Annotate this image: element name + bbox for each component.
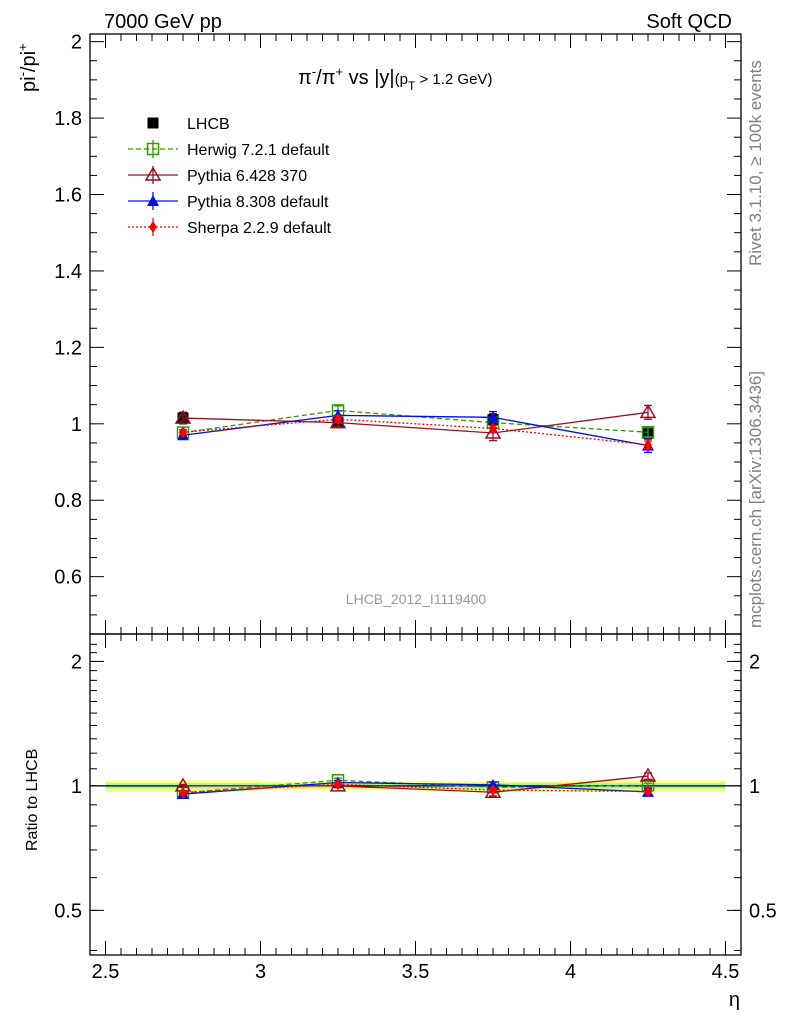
legend-label: LHCB (187, 116, 230, 133)
ratio-y-tick-label: 1 (71, 776, 82, 798)
main-y-tick-label: 1.8 (54, 108, 82, 130)
legend-marker (149, 221, 157, 233)
x-tick-label: 4.5 (712, 961, 740, 983)
plot-title: π-/π+ vs |y|(pT > 1.2 GeV) (298, 64, 492, 93)
header-right-label: Soft QCD (646, 11, 732, 33)
analysis-watermark: LHCB_2012_I1119400 (346, 591, 487, 607)
main-pythia-8-308-default-point (487, 411, 499, 423)
main-y-tick-label: 1.4 (54, 261, 82, 283)
main-herwig-7-2-1-default-point (641, 425, 655, 439)
rivet-version-label: Rivet 3.1.10, ≥ 100k events (746, 60, 765, 266)
ratio-y-tick-label-right: 1 (749, 776, 760, 798)
mcplots-label: mcplots.cern.ch [arXiv:1306.3436] (746, 371, 765, 628)
legend-marker (144, 166, 162, 181)
main-pythia-6-428-370-point (639, 403, 657, 419)
legend-marker (146, 142, 160, 156)
legend-label: Pythia 8.308 default (187, 194, 329, 211)
ratio-y-tick-label-right: 2 (749, 651, 760, 673)
legend-label: Pythia 6.428 370 (187, 168, 307, 185)
data-series-layer (90, 403, 741, 800)
ratio-sherpa-2-2-9-default-point (334, 778, 342, 791)
main-y-tick-label: 0.6 (54, 567, 82, 589)
main-sherpa-2-2-9-default-point (179, 426, 187, 439)
ratio-y-tick-label-right: 0.5 (749, 900, 777, 922)
legend-label: Herwig 7.2.1 default (187, 142, 330, 159)
main-pythia-6-428-370-point (174, 409, 192, 424)
x-axis-label: η (729, 989, 740, 1011)
main-sherpa-2-2-9-default-line (182, 418, 649, 446)
main-sherpa-2-2-9-default-point (489, 422, 497, 435)
ratio-sherpa-2-2-9-default-line (182, 783, 649, 794)
ratio-y-axis-label: Ratio to LHCB (24, 749, 41, 851)
x-tick-label: 3 (255, 961, 266, 983)
x-tick-label: 4 (565, 961, 576, 983)
ratio-y-tick-label: 0.5 (54, 900, 82, 922)
main-y-tick-label: 1.2 (54, 337, 82, 359)
main-pythia-6-428-370-line (182, 411, 649, 434)
ratio-sherpa-2-2-9-default-point (179, 786, 187, 799)
legend: LHCB Herwig 7.2.1 default Pythia 6.428 370… (128, 116, 332, 237)
main-y-axis-label: pi-/pi+ (15, 43, 40, 92)
main-y-tick-label: 1.6 (54, 185, 82, 207)
main-y-tick-label: 0.8 (54, 490, 82, 512)
main-y-tick-label: 1 (71, 414, 82, 436)
main-sherpa-2-2-9-default-point (334, 413, 342, 426)
legend-marker (147, 195, 159, 206)
legend-label: Sherpa 2.2.9 default (187, 220, 332, 237)
ratio-sherpa-2-2-9-default-point (644, 785, 652, 798)
x-tick-label: 2.5 (92, 961, 120, 983)
ratio-y-tick-label: 2 (71, 651, 82, 673)
legend-marker (147, 117, 159, 129)
main-sherpa-2-2-9-default-point (644, 438, 652, 451)
x-tick-label: 3.5 (402, 961, 430, 983)
ratio-pythia-6-428-370-point (639, 767, 657, 782)
ratio-sherpa-2-2-9-default-point (489, 784, 497, 797)
axes-layer: 2.5 3 3.5 4 4.5 0.6 0.8 1 1.2 1.4 1.6 1.8 2 0.5 0.5 1 1 2… (54, 32, 777, 983)
ratio-pythia-6-428-370-line (183, 775, 649, 793)
main-y-tick-label: 2 (71, 32, 82, 54)
header-left-label: 7000 GeV pp (104, 11, 222, 33)
